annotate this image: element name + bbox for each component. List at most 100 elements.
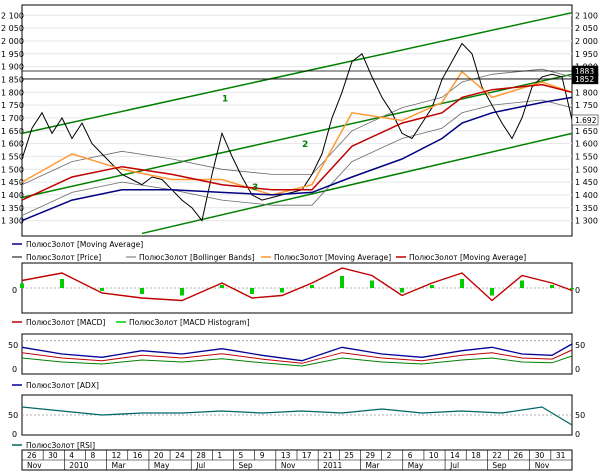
macd-histogram-bar [490,288,494,296]
channel-label-3: 3 [252,183,258,193]
last-value-box [571,114,599,126]
macd-line [21,267,573,302]
price-y-tick-left: 1 550 [1,152,24,161]
x-axis-month-ticks: Nov 2010 Mar May Jul Sep Nov 2011 Mar May Jul Sep No… [21,459,572,470]
price-y-tick-left: 1 850 [1,75,24,84]
x-axis-month-label: May [408,461,424,470]
price-y-tick-left: 2 000 [1,37,24,46]
x-axis-month-label: Jul [449,461,459,470]
price-y-tick-left: 1 400 [1,191,24,200]
adx-line [21,343,573,362]
x-axis-day-label: 4 [69,451,74,460]
macd-y-tick-0: 0 [575,286,580,295]
price-series: 1 2 3 [21,11,573,235]
price-y-tick-right: 1 950 [575,50,598,59]
x-axis-day-label: 29 [365,451,375,460]
x-axis-day-label: 18 [471,451,481,460]
x-axis-day-label: 2 [387,451,392,460]
x-axis-day-label: 10 [429,451,439,460]
legend-price: ПолюсЗолот [Price] [26,253,101,262]
macd-histogram-bar [340,276,344,288]
moving-average-red-line [21,83,573,201]
rsi-y-tick-50: 50 [575,411,585,420]
x-axis-day-label: 25 [344,451,354,460]
macd-histogram-bar [400,288,404,293]
macd-histogram-bar [280,288,284,293]
price-y-tick-left: 1 800 [1,88,24,97]
macd-histogram-bar [100,288,104,291]
price-y-tick-right: 1 750 [575,101,598,110]
bollinger-upper [21,68,573,186]
trend-line-1 [21,11,573,135]
x-axis-day-label: 26 [27,451,37,460]
price-y-tick-right: 1 450 [575,178,598,187]
x-axis-day-label: 6 [408,451,413,460]
channel-label-2: 2 [302,140,308,150]
trend-line-3 [141,132,573,235]
x-axis-month-label: Mar [112,461,127,470]
legend-ma-orange: ПолюсЗолот [Moving Average] [274,253,391,262]
x-axis-day-label: 26 [514,451,524,460]
price-y-tick-left: 1 700 [1,114,24,123]
x-axis-day-label: 9 [260,451,265,460]
macd-histogram-bar [570,288,574,290]
x-axis-day-label: 20 [154,451,164,460]
price-y-tick-left: 1 350 [1,204,24,213]
price-y-tick-right: 1 600 [575,140,598,149]
macd-histogram-bar [460,279,464,288]
price-y-tick-left: 1 950 [1,50,24,59]
macd-histogram-bar [60,279,64,288]
macd-histogram-bar [220,285,224,288]
adx-plot-frame [21,333,573,375]
x-axis-day-label: 16 [133,451,143,460]
adx-legend: ПолюсЗолот [ADX] [12,381,99,390]
x-axis-month-label: 2010 [69,461,88,470]
price-y-tick-right: 1 400 [575,191,598,200]
macd-histogram-bar [370,280,374,288]
x-axis-month-label: Nov [27,461,42,470]
legend-bollinger: ПолюсЗолот [Bollinger Bands] [139,253,255,262]
price-y-tick-right: 2 100 [575,11,598,20]
price-y-tick-right: 1 650 [575,127,598,136]
x-axis-day-label: 14 [450,451,460,460]
adx-y-tick-0: 0 [575,365,580,374]
price-y-tick-right: 2 000 [575,37,598,46]
price-y-tick-left: 1 650 [1,127,24,136]
price-y-tick-left: 2 050 [1,24,24,33]
adx-series [21,340,573,367]
price-y-tick-left: 1 300 [1,217,24,226]
x-axis: 26 30 4 8 12 16 20 24 28 1 5 9 13 17 21 25 29 2 6 10 14 18 22 2… [21,449,573,471]
price-panel: 1 300 1 300 1 350 1 350 1 400 1 400 1 450 1 450… [1,4,599,237]
x-axis-day-ticks: 26 30 4 8 12 16 20 24 28 1 5 9 13 17 21 25 29 2 6 10 14 18 22 2… [21,450,566,460]
adx-panel: 50 0 50 0 [8,333,585,375]
macd-histogram-bar [180,288,184,296]
macd-histogram-bar [430,285,434,288]
price-plot-frame [21,4,573,237]
x-axis-day-label: 1 [217,451,222,460]
macd-plot-frame [21,262,573,314]
legend-ma-red: ПолюсЗолот [Moving Average] [409,253,526,262]
adx-y-tick-0-left: 0 [12,365,17,374]
adx-y-tick-50: 50 [575,341,585,350]
price-y-tick-left: 1 500 [1,165,24,174]
moving-average-orange-line [21,70,573,196]
price-y-tick-right: 1 300 [575,217,598,226]
bollinger-lower [21,99,573,216]
legend-macd: ПолюсЗолот [MACD] [26,318,105,327]
price-y-tick-right: 1 350 [575,204,598,213]
macd-series [20,267,574,302]
rsi-panel: 50 0 50 0 [8,394,585,439]
x-axis-day-label: 8 [90,451,95,460]
rsi-series [21,406,573,426]
macd-histogram-bar [140,288,144,294]
price-grid [22,14,572,222]
last-value-label: 1852 [575,75,594,84]
macd-histogram-bar [310,285,314,288]
x-axis-day-label: 30 [48,451,58,460]
x-axis-day-label: 17 [302,451,312,460]
x-axis-month-label: Jul [195,461,205,470]
macd-histogram-bar [250,288,254,294]
price-y-tick-left: 1 750 [1,101,24,110]
